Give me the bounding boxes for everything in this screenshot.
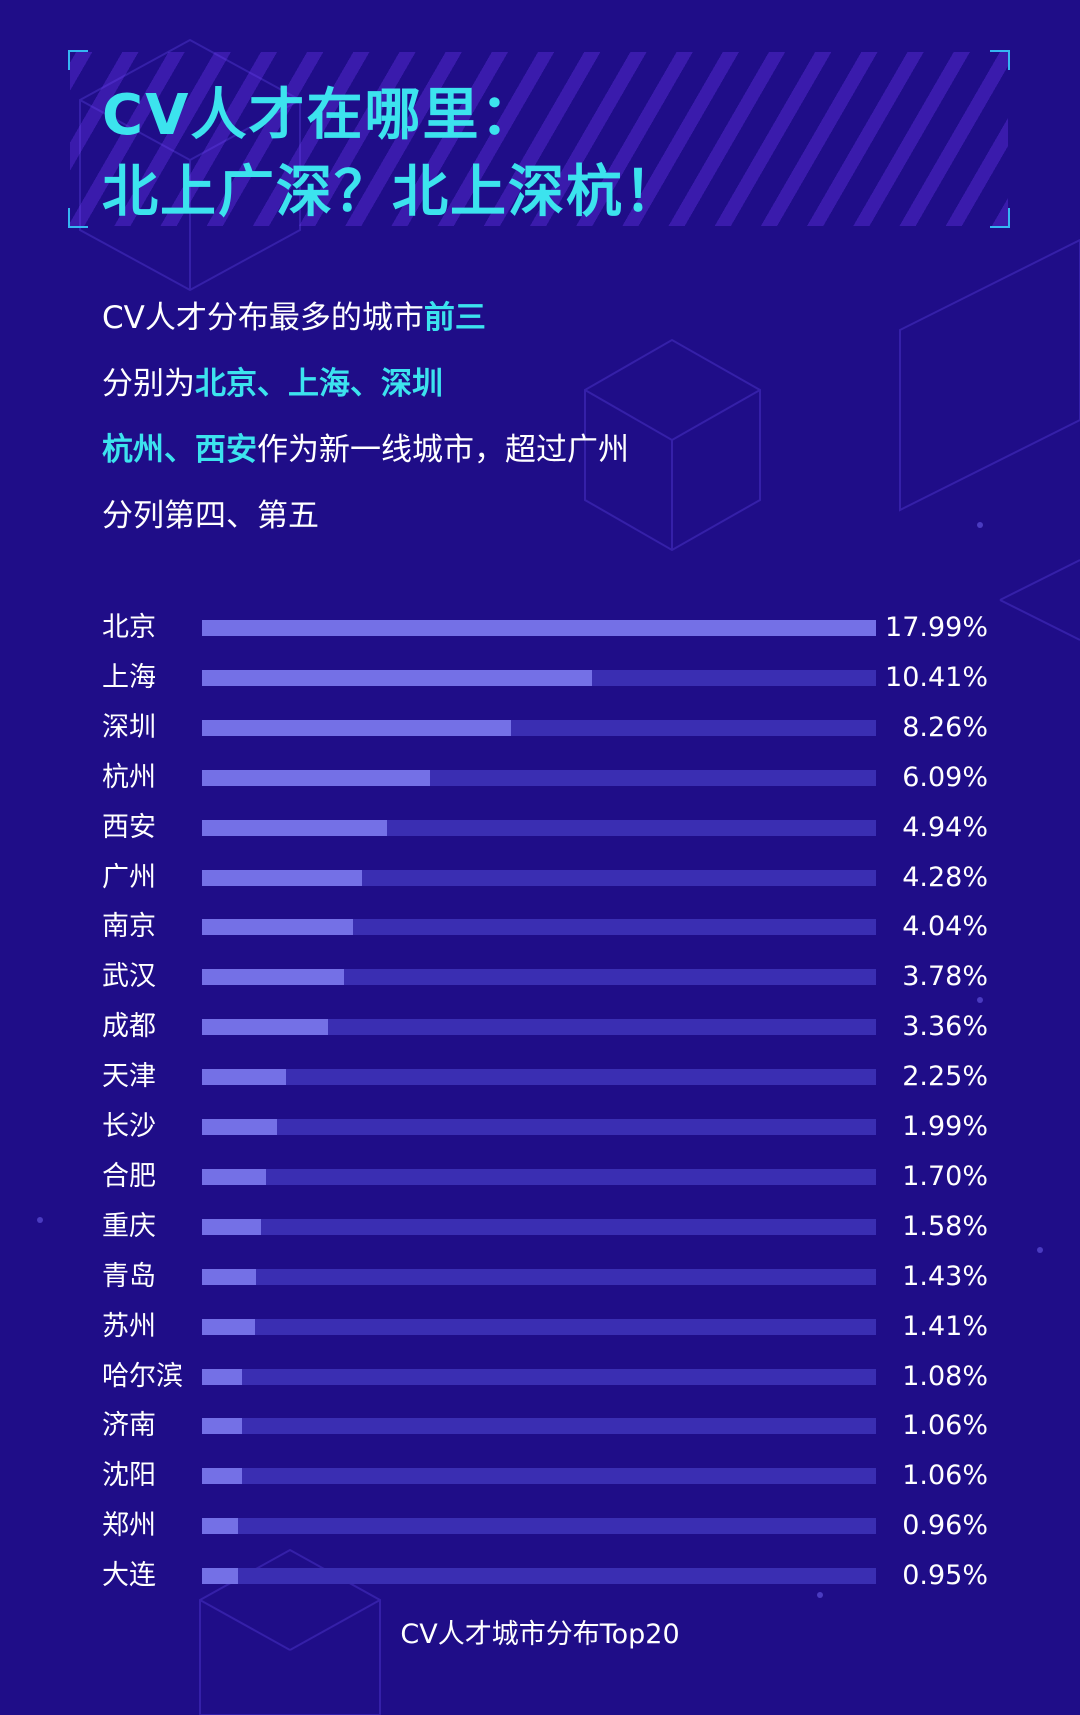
value-label: 6.09% bbox=[902, 761, 988, 793]
bar bbox=[202, 1268, 256, 1285]
title-panel: CV人才在哪里： 北上广深？北上深杭！ bbox=[68, 50, 1010, 228]
bar-track bbox=[202, 1368, 876, 1385]
category-label: 大连 bbox=[102, 1560, 156, 1592]
category-label: 成都 bbox=[102, 1011, 156, 1043]
category-label: 上海 bbox=[102, 661, 156, 693]
bar bbox=[202, 1218, 262, 1235]
bar bbox=[202, 719, 512, 736]
value-label: 3.78% bbox=[902, 961, 988, 993]
value-label: 4.04% bbox=[902, 911, 988, 943]
page-title-line1: CV人才在哪里： bbox=[102, 83, 539, 148]
value-label: 4.28% bbox=[902, 861, 988, 893]
bar-track bbox=[202, 1468, 876, 1485]
intro-line-1-text: CV人才分布最多的城市 bbox=[102, 300, 424, 336]
value-label: 0.96% bbox=[902, 1510, 988, 1542]
bar-track bbox=[202, 1518, 876, 1535]
bar-track bbox=[202, 1069, 876, 1086]
category-label: 重庆 bbox=[102, 1210, 156, 1242]
bar-track bbox=[202, 1318, 876, 1335]
value-label: 10.41% bbox=[885, 661, 988, 693]
category-label: 哈尔滨 bbox=[102, 1360, 183, 1392]
value-label: 4.94% bbox=[902, 811, 988, 843]
bar-track bbox=[202, 1268, 876, 1285]
category-label: 南京 bbox=[102, 911, 156, 943]
intro-line-3: 杭州、西安作为新一线城市，超过广州 bbox=[102, 430, 629, 496]
intro-line-2-highlight: 北京、上海、深圳 bbox=[195, 366, 443, 402]
intro-line-2-text: 分别为 bbox=[102, 366, 195, 402]
category-label: 天津 bbox=[102, 1061, 156, 1093]
value-label: 1.06% bbox=[902, 1460, 988, 1492]
bar-track bbox=[202, 1119, 876, 1135]
bar-track bbox=[202, 1568, 876, 1585]
bar bbox=[202, 819, 388, 836]
value-label: 1.99% bbox=[902, 1111, 988, 1142]
value-label: 1.58% bbox=[902, 1210, 988, 1242]
bar bbox=[202, 1468, 242, 1485]
page-title-line2: 北上广深？北上深杭！ bbox=[102, 160, 682, 225]
bar-track bbox=[202, 1019, 876, 1036]
bar bbox=[202, 869, 363, 886]
intro-line-3-highlight: 杭州、西安 bbox=[102, 432, 257, 468]
frame-corner-bottom-left bbox=[68, 208, 88, 228]
category-label: 杭州 bbox=[102, 761, 156, 793]
category-label: 武汉 bbox=[102, 961, 156, 993]
bar bbox=[202, 969, 344, 986]
bar-track bbox=[202, 1168, 876, 1185]
value-label: 0.95% bbox=[902, 1560, 988, 1592]
bar bbox=[202, 919, 354, 936]
bar bbox=[202, 1568, 238, 1585]
value-label: 17.99% bbox=[885, 612, 988, 643]
value-label: 1.70% bbox=[902, 1160, 988, 1192]
category-label: 郑州 bbox=[102, 1510, 156, 1542]
bar-track bbox=[202, 869, 876, 886]
intro-line-1-highlight: 前三 bbox=[423, 300, 486, 336]
value-label: 8.26% bbox=[902, 711, 988, 743]
bar bbox=[202, 1418, 242, 1435]
category-label: 苏州 bbox=[102, 1310, 156, 1342]
value-label: 1.08% bbox=[902, 1360, 988, 1392]
intro-line-2: 分别为北京、上海、深圳 bbox=[102, 364, 629, 430]
value-label: 2.25% bbox=[902, 1061, 988, 1093]
bar bbox=[202, 669, 592, 686]
category-label: 青岛 bbox=[102, 1260, 156, 1292]
category-label: 北京 bbox=[102, 612, 156, 643]
category-label: 合肥 bbox=[102, 1160, 156, 1192]
frame-corner-top-right bbox=[990, 50, 1010, 70]
value-label: 1.41% bbox=[902, 1310, 988, 1342]
intro-text: CV人才分布最多的城市前三 分别为北京、上海、深圳 杭州、西安作为新一线城市，超… bbox=[102, 298, 629, 562]
category-label: 长沙 bbox=[102, 1111, 156, 1142]
bar bbox=[202, 1119, 277, 1135]
bar bbox=[202, 1069, 287, 1086]
bar-track bbox=[202, 1418, 876, 1435]
bar-track bbox=[202, 969, 876, 986]
value-label: 1.06% bbox=[902, 1410, 988, 1442]
category-label: 济南 bbox=[102, 1410, 156, 1442]
bar bbox=[202, 1368, 243, 1385]
intro-line-4: 分列第四、第五 bbox=[102, 498, 319, 534]
bar bbox=[202, 769, 431, 786]
category-label: 沈阳 bbox=[102, 1460, 156, 1492]
frame-corner-bottom-right bbox=[990, 208, 1010, 228]
bar-track bbox=[202, 1218, 876, 1235]
value-label: 3.36% bbox=[902, 1011, 988, 1043]
bar bbox=[202, 1019, 328, 1036]
category-label: 广州 bbox=[102, 861, 156, 893]
frame-corner-top-left bbox=[68, 50, 88, 70]
intro-line-3-text: 作为新一线城市，超过广州 bbox=[257, 432, 629, 468]
category-label: 深圳 bbox=[102, 711, 156, 743]
bar bbox=[202, 1318, 255, 1335]
bar bbox=[202, 1168, 266, 1185]
chart-caption: CV人才城市分布Top20 bbox=[400, 1619, 680, 1650]
value-label: 1.43% bbox=[902, 1260, 988, 1292]
category-label: 西安 bbox=[102, 811, 156, 843]
bar bbox=[202, 620, 876, 636]
bar bbox=[202, 1518, 238, 1535]
intro-line-1: CV人才分布最多的城市前三 bbox=[102, 298, 629, 364]
bar-track bbox=[202, 919, 876, 936]
